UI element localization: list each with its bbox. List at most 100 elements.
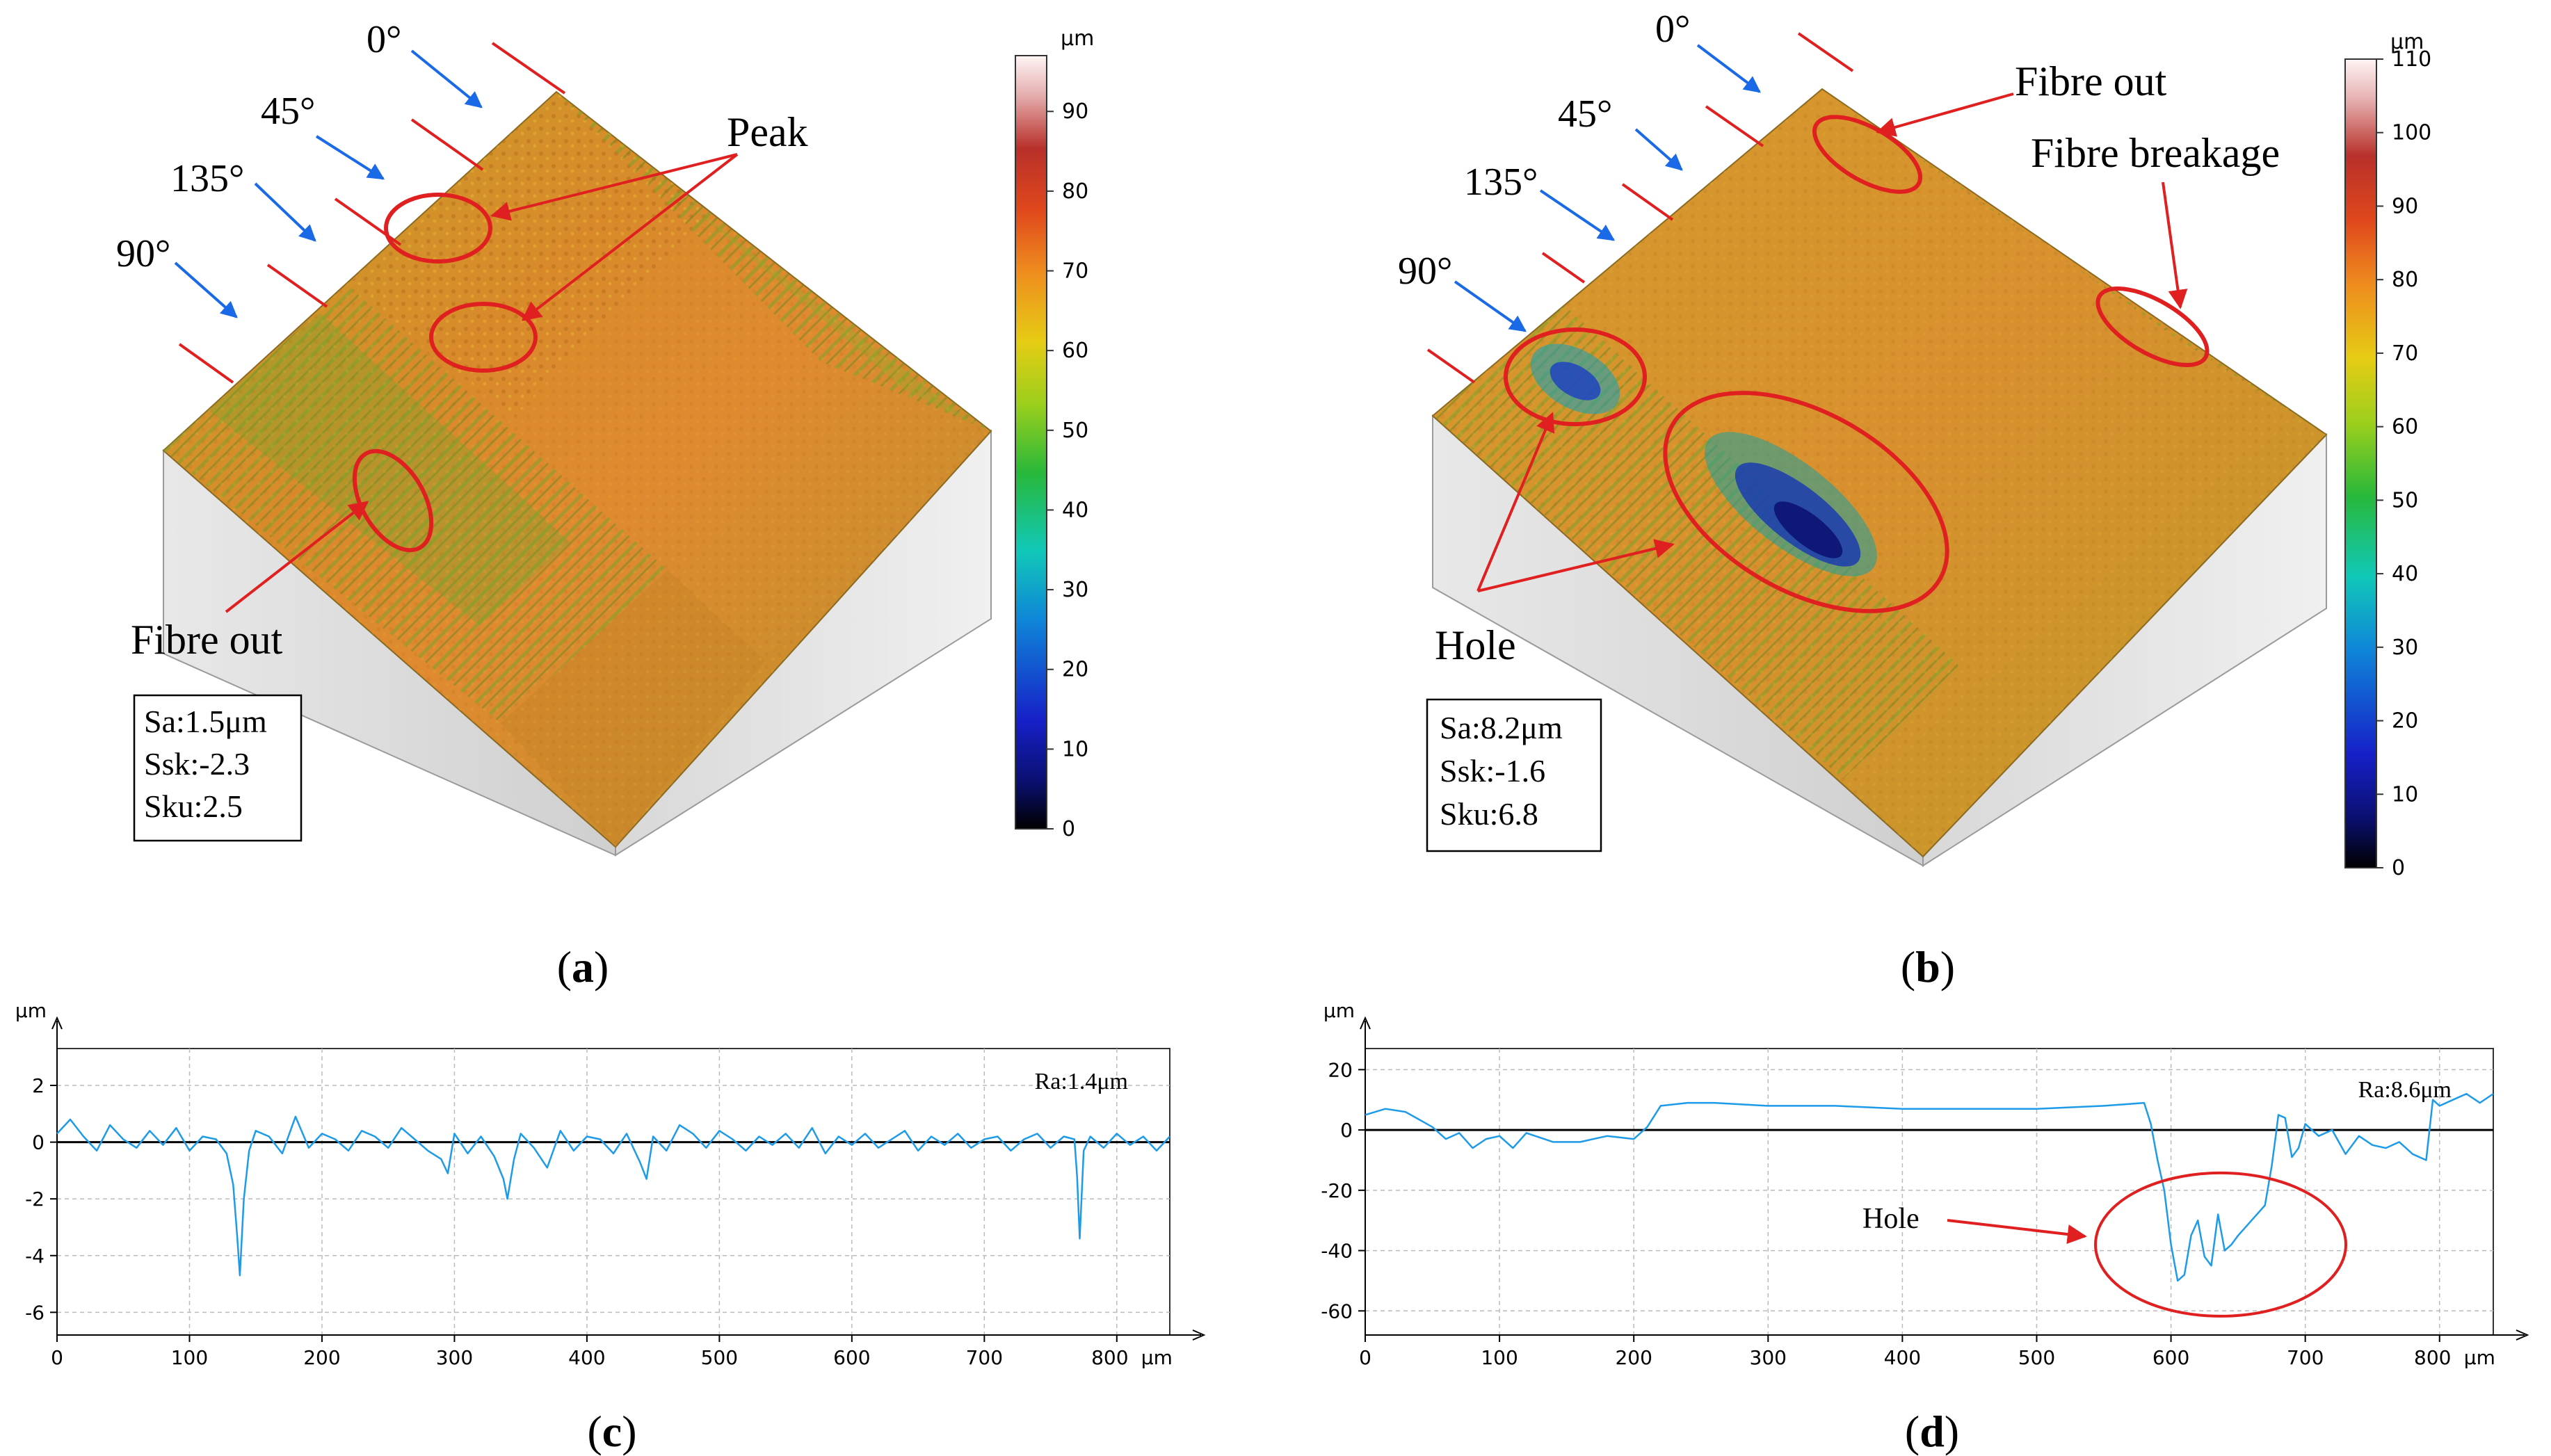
colorbar-tick-label: 20 [2392,709,2418,734]
stat-sku: Sku:6.8 [1440,796,1538,832]
fibre-breakage-arrow [2162,181,2188,309]
stat-sa: Sa:1.5μm [144,704,267,739]
x-axis-label: μm [2464,1346,2495,1369]
annotations-b: Fibre out Fibre breakage Hole [1435,58,2280,668]
y-tick-label: -60 [1321,1300,1353,1322]
blue-arrow-45 [315,135,385,180]
hole-arrow-2 [1477,539,1675,592]
stats-box-a: Sa:1.5μm Ssk:-2.3 Sku:2.5 [133,694,303,842]
colorbar-tick-label: 60 [1062,339,1088,363]
panel-d: μm0 100 200 300 400 500 600 700 800 μm200-20-40-6… [1321,999,2529,1456]
angle-label-135: 135° [170,157,244,200]
fibre-out-arrow [225,501,369,613]
hole-callout-circle [2094,1171,2348,1318]
red-tick-45 [410,118,484,171]
x-tick-label: 300 [1750,1346,1787,1369]
profile-series-line [1365,1092,2494,1282]
angle-label-45: 45° [1558,92,1612,136]
angle-label-45: 45° [261,90,315,133]
annotations-a: Peak Fibre out [131,109,808,663]
colorbar-unit: μm [1061,26,1094,51]
red-tick-edge [178,343,234,384]
red-tick-90 [1541,252,1586,284]
x-tick-label: 800 [2414,1346,2451,1369]
panel-label-a: (a) [557,942,609,992]
peak-circle-2 [429,302,538,373]
angle-markers-b: 0° 45° 135° 90° [1398,8,1854,384]
colorbar-tick-label: 70 [2392,341,2418,366]
blue-arrow-0 [410,49,483,108]
red-tick-0 [1797,32,1854,72]
stat-ssk: Ssk:-2.3 [144,746,250,782]
red-tick-0 [491,42,566,95]
panel-a: 0° 45° 135° 90° Peak Fibre out Sa:1.5μm … [116,18,1094,992]
x-tick-label: 800 [1091,1346,1128,1369]
hole-arrow-1 [1476,412,1555,592]
x-tick-label: 200 [1615,1346,1652,1369]
panel-label-d: (d) [1905,1407,1959,1456]
blue-arrow-0 [1696,44,1761,93]
x-axis-arrow [1192,1329,1206,1341]
x-tick-label: 100 [1481,1346,1518,1369]
blue-arrow-90 [174,261,238,318]
surface-b [1431,88,2328,867]
colorbar-unit: μm [2390,30,2424,54]
hole-callout-arrow [1947,1219,2087,1244]
ra-annotation: Ra:1.4μm [1035,1069,1128,1094]
y-tick-label: 0 [1340,1119,1353,1142]
x-axis-arrow [2516,1329,2529,1341]
y-axis-label: μm [15,999,47,1022]
y-tick-label: -2 [25,1188,45,1211]
stats-box-b: Sa:8.2μm Ssk:-1.6 Sku:6.8 [1426,698,1602,852]
peak-arrow-2 [521,153,739,321]
colorbar-tick-label: 80 [2392,268,2418,292]
colorbar-a: μm 0 10 20 30 40 50 60 70 80 90 [1015,26,1094,841]
colorbar-tick-label: 30 [1062,578,1088,602]
x-tick-label: 700 [966,1346,1003,1369]
hole-callout-label: Hole [1862,1203,1920,1235]
colorbar-b: μm 0 10 20 30 40 50 60 70 80 90 100 110 [2344,30,2431,880]
angle-label-135: 135° [1464,161,1538,204]
colorbar-tick-label: 50 [2392,488,2418,512]
y-tick-label: -40 [1321,1240,1353,1263]
x-tick-label: 0 [51,1346,63,1369]
colorbar-tick-label: 50 [1062,419,1088,443]
angle-markers-a: 0° 45° 135° 90° [116,18,566,384]
colorbar-tick-label: 40 [1062,498,1088,522]
colorbar-tick-label: 100 [2392,121,2431,145]
x-tick-label: 600 [2152,1346,2189,1369]
colorbar-tick-label: 0 [1062,817,1075,841]
peak-circle-1 [384,193,492,264]
fibre-breakage-label: Fibre breakage [2031,130,2280,176]
surface-a [162,90,992,857]
y-tick-label: -6 [25,1301,45,1324]
stat-sku: Sku:2.5 [144,788,243,824]
fibre-out-arrow [1876,92,2014,137]
red-tick-edge [1426,348,1476,384]
red-tick-135 [334,197,402,246]
angle-label-90: 90° [1398,250,1452,293]
y-axis-arrow [51,1016,63,1030]
red-tick-90 [266,264,328,308]
panel-label-c: (c) [587,1407,636,1456]
colorbar-tick-label: 90 [2392,194,2418,218]
x-tick-label: 200 [303,1346,340,1369]
y-tick-label: 0 [32,1131,45,1154]
x-tick-label: 400 [1884,1346,1921,1369]
blue-arrow-90 [1454,280,1527,332]
plot-frame [56,1048,1170,1336]
y-axis-arrow [1360,1016,1371,1030]
ra-annotation: Ra:8.6μm [2358,1077,2452,1103]
colorbar-tick-label: 10 [2392,782,2418,807]
x-tick-label: 300 [436,1346,473,1369]
peak-label: Peak [727,109,808,155]
colorbar-tick-label: 30 [2392,636,2418,660]
x-tick-label: 100 [171,1346,208,1369]
plot-frame [1365,1048,2494,1336]
x-tick-label: 600 [833,1346,870,1369]
hole-circle-large [1663,391,1949,613]
panel-label-b: (b) [1901,942,1955,992]
panel-c: μm 0 100 200 300 400 500 600 700 800 μm 2 0 -2 -4 -6 Ra:… [15,999,1206,1456]
hole-label: Hole [1435,622,1516,668]
